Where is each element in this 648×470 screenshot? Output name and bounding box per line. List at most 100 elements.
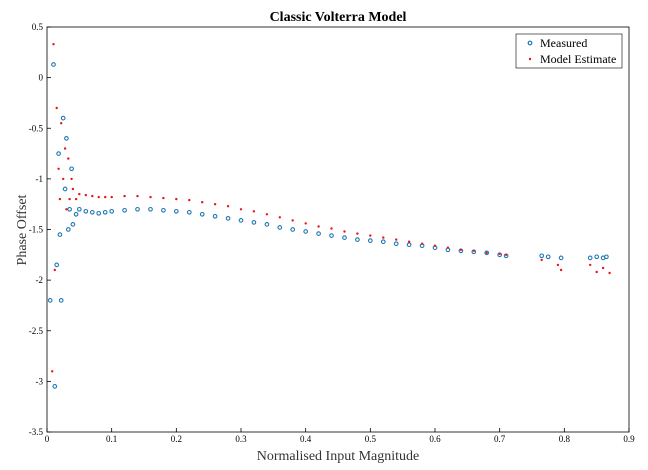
data-point [69,166,74,172]
data-point [587,255,593,261]
data-point [67,206,72,212]
data-point [252,210,256,213]
data-point [149,195,152,199]
data-point [472,249,475,252]
data-point [58,197,62,201]
data-point [504,253,508,256]
x-tick-label: 0 [45,434,50,444]
data-point [558,255,564,261]
data-point [201,201,204,204]
data-point [226,205,230,208]
data-point [70,222,76,227]
data-point [330,227,333,230]
y-tick-label: -3.5 [29,427,44,437]
data-point [64,136,69,141]
data-point [265,213,269,216]
data-point [545,254,551,260]
data-point [91,194,94,198]
data-point [97,195,100,199]
data-point [47,298,53,303]
data-point [446,246,450,249]
data-point [162,196,165,200]
data-point [188,198,191,202]
data-point [73,211,79,217]
y-tick-label: 0 [39,73,44,83]
data-point [539,253,545,259]
data-point [225,216,231,221]
data-point [173,208,179,214]
legend-marker-model-estimate [528,57,532,61]
legend-label-model-estimate: Model Estimate [540,52,616,66]
data-point [329,233,334,238]
data-point [356,232,359,235]
x-tick-label: 0.3 [235,434,247,444]
data-point [485,251,488,254]
data-point [343,230,346,233]
data-point [89,209,95,215]
series-model-estimate [51,43,611,373]
data-point [123,194,126,198]
x-tick-label: 0.8 [559,434,571,444]
data-point [382,236,385,239]
data-point [78,192,81,196]
data-point [484,250,490,256]
data-point [420,242,424,245]
legend: Measured Model Estimate [515,33,623,69]
data-point [604,254,609,260]
x-axis-label: Normalised Input Magnitude [257,449,420,464]
data-point [104,195,107,199]
x-tick-label: 0.7 [494,434,506,444]
data-point [56,151,61,156]
legend-marker-measured [527,40,533,46]
y-tick-label: 0.5 [32,22,44,32]
legend-label-measured: Measured [540,36,587,50]
data-point [199,211,205,217]
data-point [367,238,373,243]
data-point [135,206,140,212]
legend-box [515,33,623,69]
data-point [62,186,68,192]
data-point [63,147,67,150]
data-point [342,235,347,240]
data-point [238,218,244,223]
x-tick-label: 0.5 [365,434,377,444]
y-tick-label: -3 [36,376,44,386]
data-point [251,220,257,225]
y-tick-label: -2.5 [29,326,44,336]
x-tick-label: 0.1 [106,434,117,444]
data-point [74,197,78,201]
data-point [53,268,56,272]
data-point [601,266,605,270]
x-tick-label: 0.6 [429,434,441,444]
data-point [290,227,296,232]
data-point [303,229,309,234]
y-tick-label: -0.5 [29,123,44,133]
data-point [355,237,360,242]
data-point [291,219,294,222]
data-point [54,262,60,268]
data-point [52,384,58,389]
data-points [47,43,611,389]
data-point [608,271,611,275]
x-tick-label: 0.2 [171,434,182,444]
data-point [407,240,411,243]
data-point [316,231,321,236]
data-point [433,244,437,247]
data-point [213,203,217,206]
data-point [186,209,192,215]
data-point [70,177,73,181]
data-point [380,239,386,245]
y-axis-label: Phase Offset [15,194,30,265]
y-tick-label: -2 [36,275,44,285]
data-point [136,194,139,198]
data-point [109,208,115,214]
data-point [55,106,58,110]
data-point [52,43,55,46]
data-point [161,207,166,213]
data-point [559,268,563,272]
data-point [393,241,399,247]
data-point [175,197,178,201]
axis-ticks: 0 0.1 0.2 0.3 0.4 0.5 0.6 0.7 0.8 0.9 0.5 0 -0.5 -1 -1… [29,22,635,444]
data-point [62,177,65,181]
data-point [110,195,113,199]
